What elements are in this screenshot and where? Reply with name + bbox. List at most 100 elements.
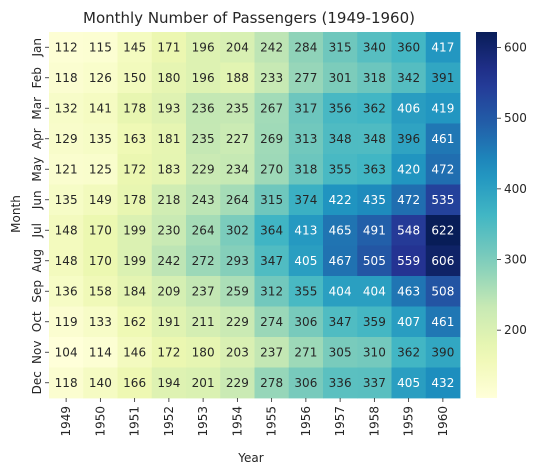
cell-value: 141 bbox=[89, 101, 112, 115]
heatmap-cell bbox=[117, 367, 153, 399]
cell-value: 305 bbox=[329, 345, 352, 359]
cell-value: 115 bbox=[89, 40, 112, 54]
heatmap-cell bbox=[357, 306, 392, 338]
heatmap-cell bbox=[117, 123, 153, 155]
heatmap-cell bbox=[254, 184, 290, 216]
heatmap-cell bbox=[357, 245, 392, 277]
heatmap-cell bbox=[83, 32, 118, 63]
heatmap-cell bbox=[254, 337, 290, 368]
cell-value: 463 bbox=[397, 284, 420, 298]
cell-value: 166 bbox=[123, 376, 146, 390]
heatmap-cell bbox=[254, 367, 290, 399]
colorbar-tick-label: 500 bbox=[504, 111, 527, 125]
heatmap-cell bbox=[391, 62, 427, 94]
heatmap-cell bbox=[425, 93, 461, 124]
cell-value: 472 bbox=[397, 193, 420, 207]
cell-value: 235 bbox=[226, 101, 249, 115]
cell-value: 360 bbox=[397, 40, 420, 54]
cell-value: 535 bbox=[431, 193, 454, 207]
cell-value: 183 bbox=[157, 162, 180, 176]
heatmap-cell bbox=[220, 154, 255, 185]
heatmap-cell bbox=[83, 93, 118, 124]
heatmap-cell bbox=[288, 215, 324, 246]
heatmap-cell bbox=[254, 154, 290, 185]
heatmap-cell bbox=[323, 93, 358, 124]
heatmap-cell bbox=[391, 215, 427, 246]
heatmap-cell bbox=[288, 62, 324, 94]
heatmap-cell bbox=[220, 367, 255, 399]
cell-value: 284 bbox=[294, 40, 317, 54]
heatmap-cell bbox=[254, 123, 290, 155]
cell-value: 194 bbox=[157, 376, 180, 390]
x-tick-label: 1952 bbox=[162, 406, 176, 437]
heatmap-cell bbox=[186, 245, 221, 277]
heatmap-cell bbox=[220, 184, 255, 216]
chart-title: Monthly Number of Passengers (1949-1960) bbox=[83, 9, 415, 27]
heatmap-cell bbox=[186, 62, 221, 94]
cell-value: 126 bbox=[89, 71, 112, 85]
cell-value: 180 bbox=[192, 345, 215, 359]
heatmap-cell bbox=[391, 367, 427, 399]
cell-value: 242 bbox=[157, 254, 180, 268]
y-axis-label: Month bbox=[9, 195, 23, 233]
cell-value: 178 bbox=[123, 193, 146, 207]
cell-value: 272 bbox=[192, 254, 215, 268]
heatmap-cell bbox=[117, 337, 153, 368]
cell-value: 148 bbox=[55, 254, 78, 268]
heatmap-cell bbox=[323, 245, 358, 277]
heatmap-cell bbox=[288, 184, 324, 216]
cell-value: 293 bbox=[226, 254, 249, 268]
cell-value: 363 bbox=[363, 162, 386, 176]
cell-value: 340 bbox=[363, 40, 386, 54]
heatmap-cell bbox=[151, 123, 187, 155]
y-tick-label: May bbox=[30, 157, 44, 182]
heatmap-cell bbox=[391, 123, 427, 155]
heatmap-cell bbox=[425, 337, 461, 368]
cell-value: 242 bbox=[260, 40, 283, 54]
cell-annotations: 112 115 145 171 196 204 242 284 315 340 360 417 118 1… bbox=[55, 40, 455, 390]
heatmap-cell bbox=[425, 306, 461, 338]
cell-value: 230 bbox=[157, 223, 180, 237]
cell-value: 374 bbox=[294, 193, 317, 207]
heatmap-cell bbox=[288, 123, 324, 155]
heatmap-cell bbox=[49, 215, 84, 246]
heatmap-cell bbox=[425, 32, 461, 63]
heatmap-cell bbox=[288, 32, 324, 63]
cell-value: 404 bbox=[363, 284, 386, 298]
heatmap-cell bbox=[254, 93, 290, 124]
heatmap-cell bbox=[391, 337, 427, 368]
heatmap-cell bbox=[288, 93, 324, 124]
cell-value: 355 bbox=[329, 162, 352, 176]
x-tick-label: 1953 bbox=[196, 406, 210, 437]
cell-value: 432 bbox=[431, 376, 454, 390]
heatmap-cell bbox=[254, 32, 290, 63]
cell-value: 491 bbox=[363, 223, 386, 237]
cell-value: 163 bbox=[123, 132, 146, 146]
cell-value: 227 bbox=[226, 132, 249, 146]
heatmap-cell bbox=[83, 367, 118, 399]
cell-value: 622 bbox=[431, 223, 454, 237]
cell-value: 170 bbox=[89, 223, 112, 237]
cell-value: 229 bbox=[192, 162, 215, 176]
heatmap-cell bbox=[186, 337, 221, 368]
heatmap-cell bbox=[323, 367, 358, 399]
cell-value: 336 bbox=[329, 376, 352, 390]
y-tick-label: Dec bbox=[30, 371, 44, 394]
cell-value: 259 bbox=[226, 284, 249, 298]
x-tick-label: 1958 bbox=[367, 406, 381, 437]
y-tick-label: Nov bbox=[30, 341, 44, 364]
cell-value: 243 bbox=[192, 193, 215, 207]
heatmap-cell bbox=[288, 367, 324, 399]
heatmap-cell bbox=[357, 154, 392, 185]
y-tick-label: Oct bbox=[30, 311, 44, 332]
heatmap-cell bbox=[391, 245, 427, 277]
heatmap-cell bbox=[117, 245, 153, 277]
heatmap-cell bbox=[323, 123, 358, 155]
heatmap-cell bbox=[186, 32, 221, 63]
cell-value: 348 bbox=[329, 132, 352, 146]
heatmap-cell bbox=[357, 215, 392, 246]
cell-value: 422 bbox=[329, 193, 352, 207]
heatmap-cell bbox=[49, 154, 84, 185]
cell-value: 203 bbox=[226, 345, 249, 359]
